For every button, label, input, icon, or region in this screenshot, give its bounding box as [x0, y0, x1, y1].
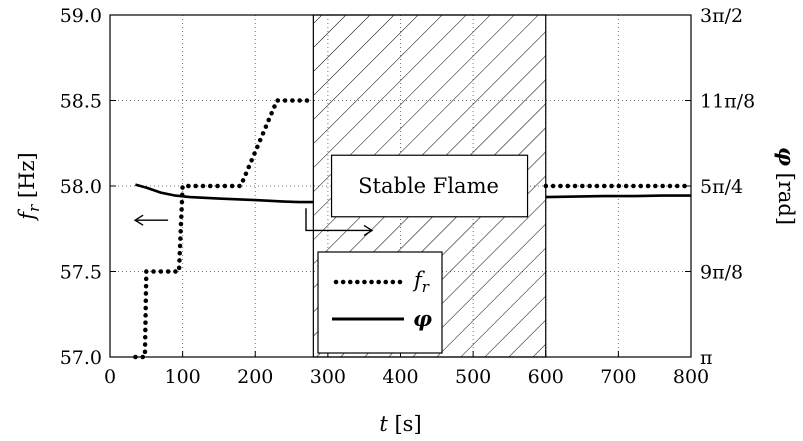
y-right-tick-label: 11π/8	[700, 91, 755, 113]
tick-labels: 0 100 200 300 400 500 600 700 800 57.0 57.5 58.0 58.…	[60, 5, 755, 388]
arrow-right-icon	[363, 224, 374, 237]
y-right-tick-label: 5π/4	[700, 176, 743, 198]
x-tick-label: 300	[310, 366, 346, 388]
x-tick-label: 400	[382, 366, 418, 388]
x-tick-label: 600	[528, 366, 564, 388]
x-tick-label: 500	[455, 366, 491, 388]
stable-flame-text: Stable Flame	[358, 174, 499, 198]
annotations	[133, 208, 374, 237]
y-left-tick-label: 58.5	[60, 91, 102, 113]
y-left-tick-label: 59.0	[60, 5, 102, 27]
series-layer	[133, 98, 694, 360]
plot-frame	[109, 14, 692, 358]
y-left-tick-label: 58.0	[60, 176, 102, 198]
y-right-tick-label: π	[700, 347, 713, 369]
y-left-tick-label: 57.0	[60, 347, 102, 369]
legend-label-phi: φ	[413, 306, 432, 331]
y-left-axis-title: fr [Hz]	[15, 152, 43, 221]
x-tick-label: 0	[104, 366, 116, 388]
series-line-phi	[545, 194, 691, 199]
y-left-tick-label: 57.5	[60, 262, 102, 284]
y-right-axis-title: φ [rad]	[774, 147, 799, 225]
y-right-tick-label: 3π/2	[700, 5, 743, 27]
series-line-phi	[135, 183, 314, 204]
x-tick-label: 800	[673, 366, 709, 388]
arrow-left-icon	[133, 214, 144, 226]
x-axis-title: t [s]	[379, 412, 421, 436]
legend-box	[317, 251, 443, 354]
stable-flame-label: Stable Flame	[330, 154, 529, 218]
stable-flame-box	[330, 154, 529, 218]
legend: fr φ	[317, 251, 443, 354]
series-line-fr	[133, 98, 316, 360]
x-tick-label: 100	[164, 366, 200, 388]
legend-label-fr: fr	[412, 268, 430, 296]
x-tick-label: 700	[600, 366, 636, 388]
y-right-tick-label: 9π/8	[700, 262, 743, 284]
arrow-right-shaft	[305, 208, 372, 232]
x-tick-label: 200	[237, 366, 273, 388]
